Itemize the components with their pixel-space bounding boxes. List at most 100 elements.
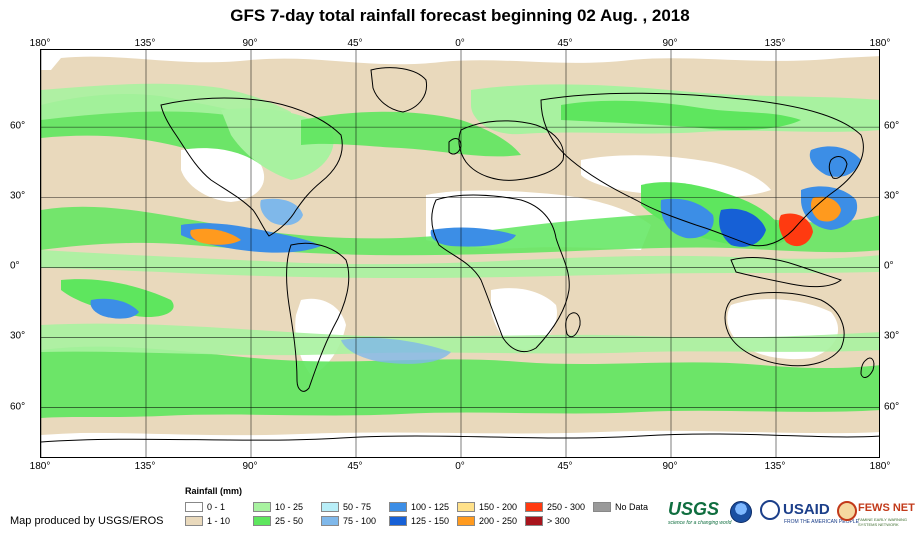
southern-ocean-rain-band: [41, 346, 879, 418]
usaid-logo: USAID: [783, 501, 830, 518]
philippines-extreme-rain: [778, 213, 813, 247]
legend-swatch: [253, 516, 271, 526]
longitude-tick-label: 180°: [29, 38, 51, 49]
legend-label: 200 - 250: [479, 516, 518, 526]
latitude-tick-label: 0°: [10, 260, 20, 272]
bay-of-bengal-heavy-rain: [660, 198, 714, 239]
latitude-tick-label: 30°: [884, 330, 900, 342]
legend-item: 75 - 100: [321, 516, 376, 526]
legend-item: 50 - 75: [321, 502, 371, 512]
latitude-tick-label: 30°: [10, 190, 26, 202]
longitude-tick-label: 45°: [557, 461, 573, 472]
legend-item: 10 - 25: [253, 502, 303, 512]
noaa-logo-icon: [730, 501, 752, 523]
longitude-tick-label: 0°: [455, 38, 465, 49]
longitude-tick-label: 180°: [869, 38, 891, 49]
map-title: GFS 7-day total rainfall forecast beginn…: [230, 6, 690, 25]
gulf-heavy-rain: [260, 198, 303, 226]
latitude-tick-label: 30°: [884, 190, 900, 202]
south-pacific-heavy-rain: [90, 298, 139, 319]
legend-item: 200 - 250: [457, 516, 517, 526]
indonesia-outline: [730, 257, 843, 288]
legend-label: 0 - 1: [207, 502, 226, 512]
legend-swatch: [185, 502, 203, 512]
legend-label: 150 - 200: [479, 502, 518, 512]
legend-label: 10 - 25: [275, 502, 304, 512]
longitude-tick-label: 45°: [347, 461, 363, 472]
legend-item: 125 - 150: [389, 516, 449, 526]
legend-title: Rainfall (mm): [185, 486, 243, 496]
fews-seal-icon: [837, 501, 857, 521]
longitude-tick-label: 135°: [764, 461, 786, 472]
australia-outline: [724, 292, 845, 367]
latitude-tick-label: 60°: [10, 401, 26, 413]
longitude-tick-label: 135°: [764, 38, 786, 49]
longitude-tick-label: 45°: [347, 38, 363, 49]
legend-label: 100 - 125: [411, 502, 450, 512]
legend-item: 1 - 10: [185, 516, 230, 526]
legend-label: No Data: [615, 502, 649, 512]
south-pacific-convergence: [61, 279, 174, 318]
longitude-tick-label: 135°: [134, 461, 156, 472]
asia-outline: [540, 92, 864, 247]
longitude-tick-label: 90°: [662, 461, 678, 472]
producer-credit: Map produced by USGS/EROS: [10, 515, 164, 527]
antarctic-dry: [41, 428, 879, 457]
longitude-tick-label: 90°: [242, 38, 258, 49]
legend-label: 25 - 50: [275, 516, 304, 526]
longitude-tick-label: 45°: [557, 38, 573, 49]
legend-swatch: [321, 516, 339, 526]
legend-item: No Data: [593, 502, 648, 512]
legend-swatch: [593, 502, 611, 512]
fews-tagline: FAMINE EARLY WARNING SYSTEMS NETWORK: [858, 517, 908, 527]
central-asia-dry: [581, 155, 771, 198]
legend-swatch: [525, 516, 543, 526]
siberia-heavy-rain: [561, 100, 801, 130]
new-zealand-outline: [860, 357, 875, 378]
legend-swatch: [389, 502, 407, 512]
usaid-tagline: FROM THE AMERICAN PEOPLE: [784, 519, 859, 525]
legend-swatch: [525, 502, 543, 512]
usgs-tagline: science for a changing world: [668, 520, 732, 526]
legend-swatch: [389, 516, 407, 526]
legend-item: 250 - 300: [525, 502, 585, 512]
rainfall-legend: 0 - 1 1 - 10 10 - 25 25 - 50 50 - 75 75 - 100…: [185, 502, 655, 530]
europe-outline: [458, 120, 565, 181]
arctic-tan-patches: [41, 56, 879, 83]
fews-net-logo: FEWS NET: [858, 502, 915, 514]
rainfall-map: [40, 49, 880, 458]
legend-swatch: [457, 516, 475, 526]
latitude-tick-label: 30°: [10, 330, 26, 342]
japan-heavy-rain: [809, 146, 861, 177]
legend-label: 125 - 150: [411, 516, 450, 526]
south-atlantic-rain: [341, 337, 451, 364]
legend-item: 25 - 50: [253, 516, 303, 526]
legend-label: 75 - 100: [343, 516, 377, 526]
longitude-tick-label: 180°: [29, 461, 51, 472]
legend-item: 150 - 200: [457, 502, 517, 512]
legend-label: 250 - 300: [547, 502, 586, 512]
japan-outline: [828, 156, 848, 179]
legend-label: > 300: [547, 516, 570, 526]
south-america-outline: [286, 242, 350, 392]
legend-item: > 300: [525, 516, 570, 526]
legend-item: 100 - 125: [389, 502, 449, 512]
latitude-tick-label: 0°: [884, 260, 894, 272]
legend-label: 50 - 75: [343, 502, 372, 512]
north-america-dry: [181, 148, 265, 202]
longitude-tick-label: 0°: [455, 461, 465, 472]
longitude-tick-label: 90°: [242, 461, 258, 472]
southern-ocean-light-band: [41, 323, 879, 356]
legend-swatch: [253, 502, 271, 512]
latitude-tick-label: 60°: [10, 120, 26, 132]
latitude-tick-label: 60°: [884, 401, 900, 413]
north-america-outline: [160, 97, 343, 237]
antarctica-outline: [41, 433, 879, 443]
legend-label: 1 - 10: [207, 516, 231, 526]
legend-swatch: [321, 502, 339, 512]
latitude-tick-label: 60°: [884, 120, 900, 132]
legend-item: 0 - 1: [185, 502, 225, 512]
longitude-tick-label: 180°: [869, 461, 891, 472]
usaid-seal-icon: [760, 500, 780, 520]
legend-swatch: [185, 516, 203, 526]
